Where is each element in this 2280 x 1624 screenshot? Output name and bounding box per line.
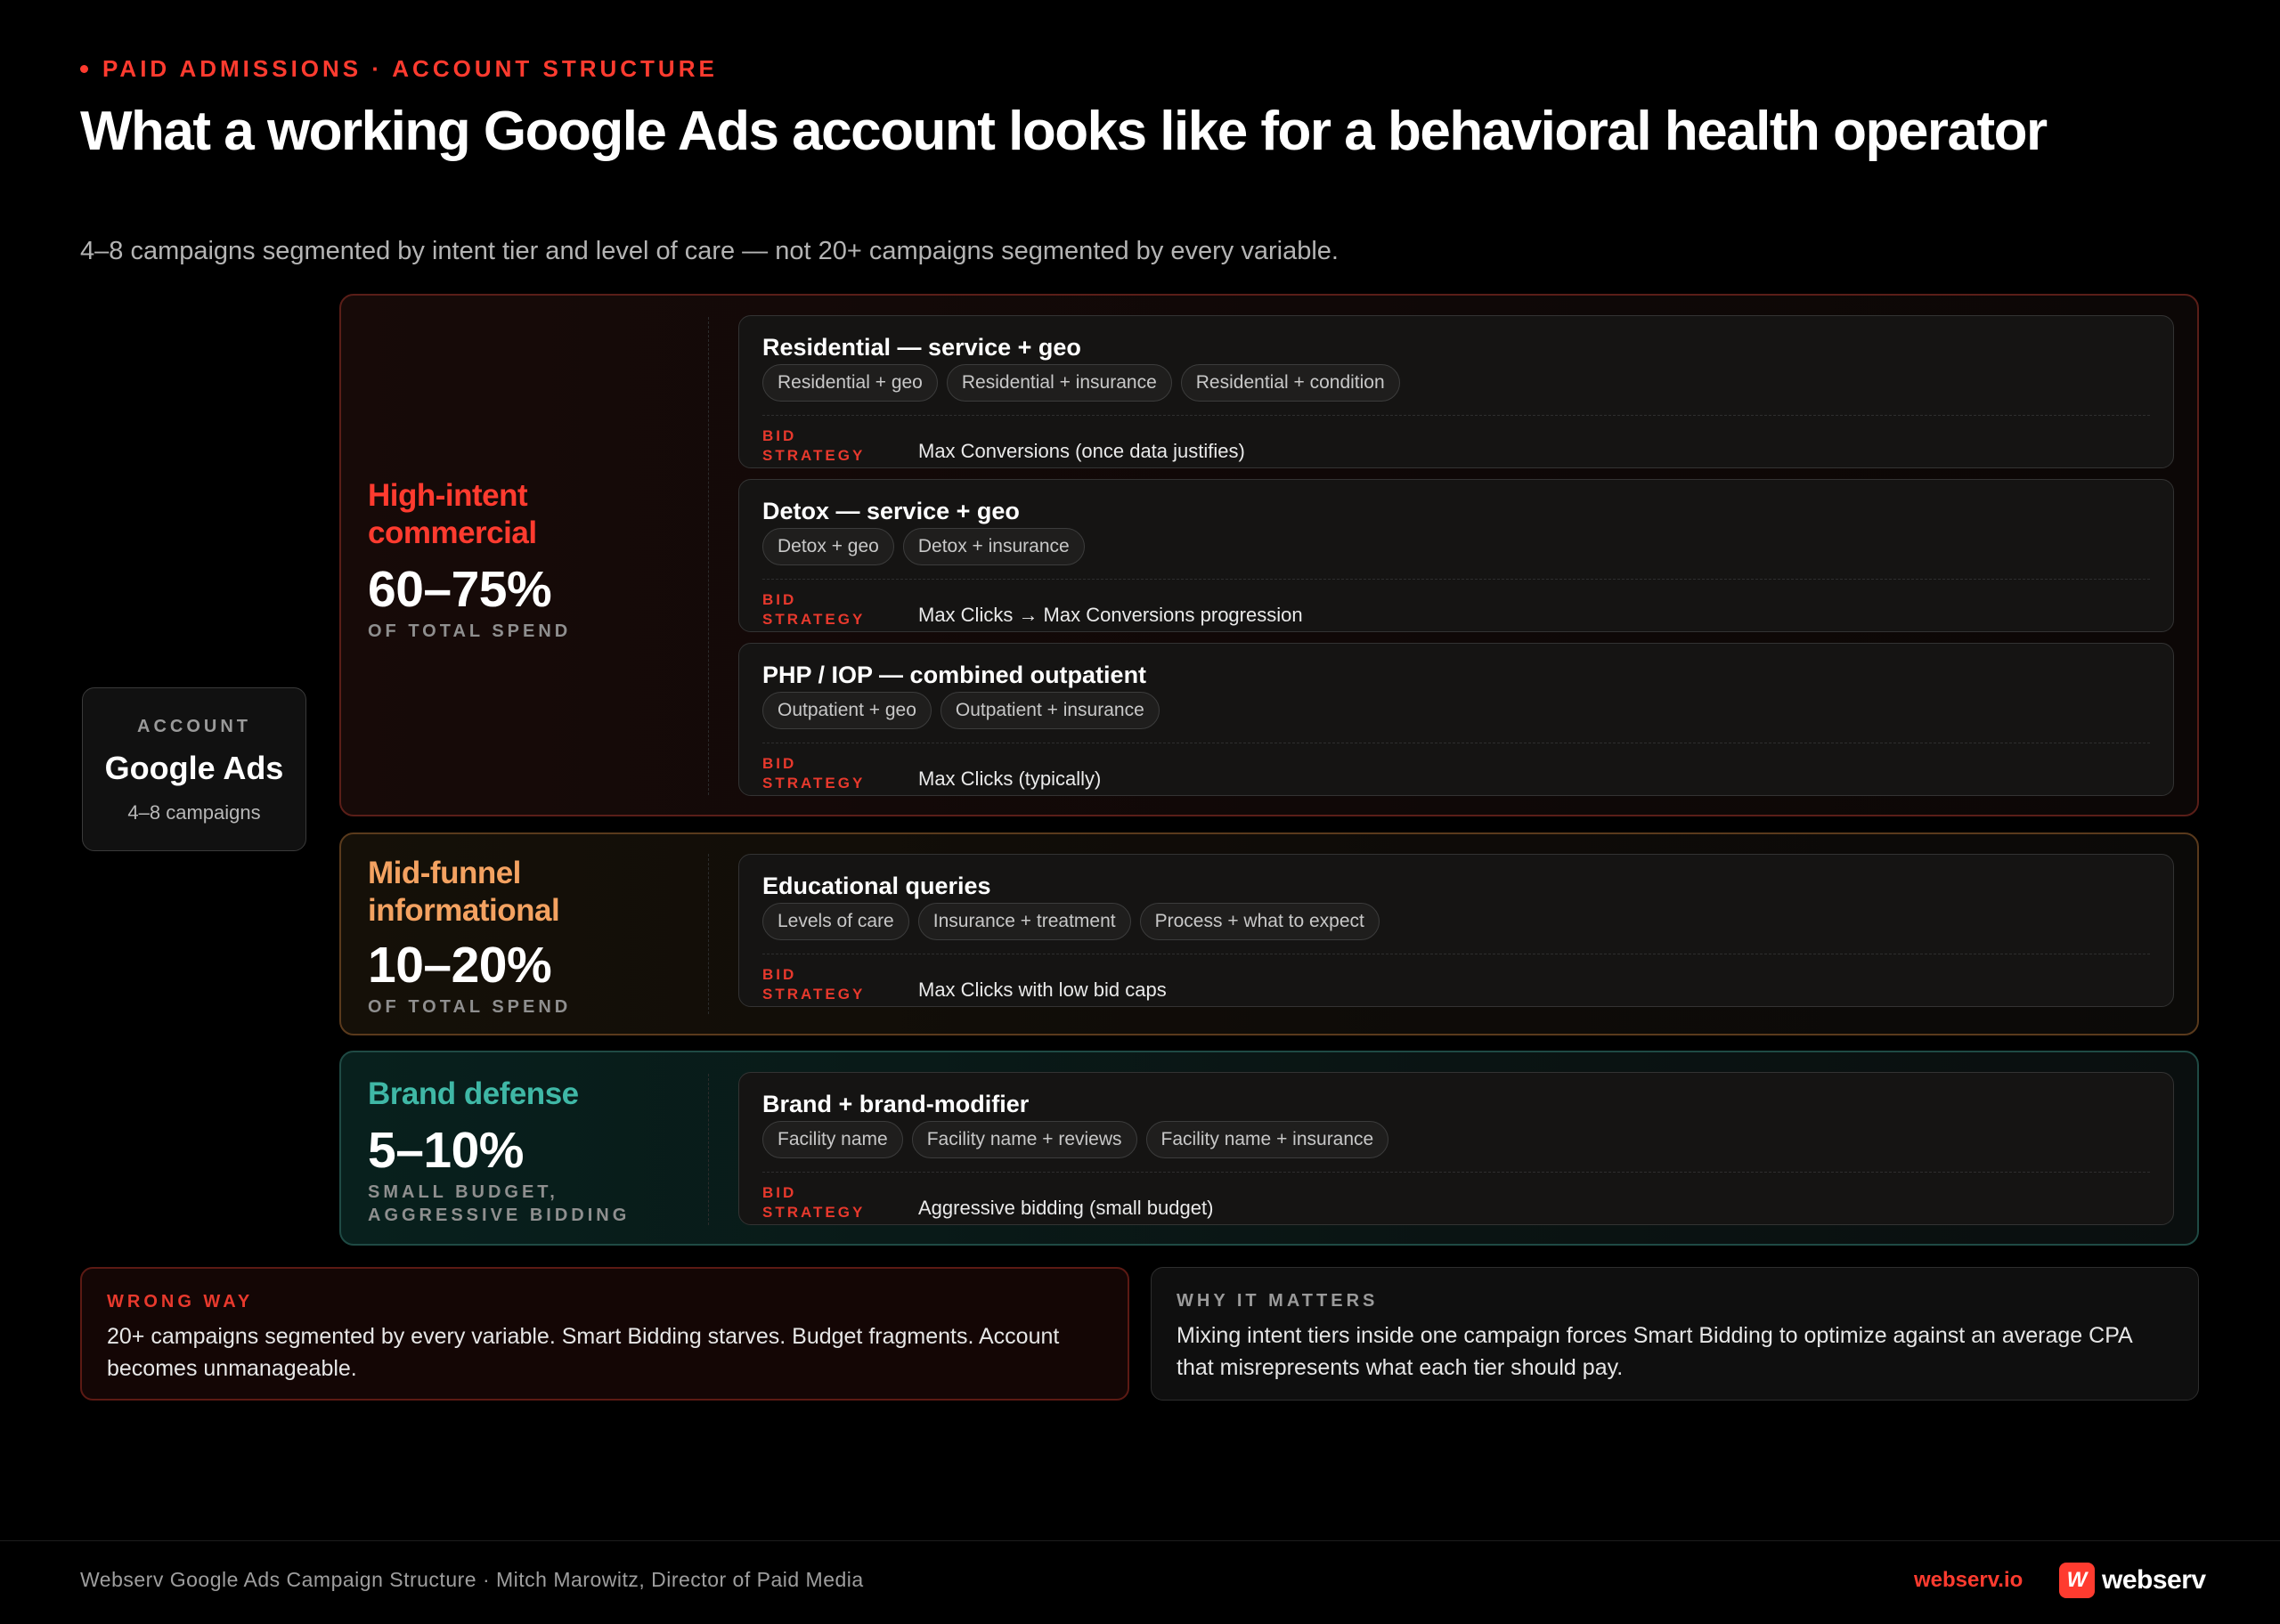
ad-group-chips: Outpatient + geo Outpatient + insurance: [762, 692, 1160, 729]
ad-group-chip[interactable]: Detox + insurance: [902, 528, 1085, 565]
webserv-logo: W webserv: [2059, 1563, 2206, 1598]
ad-group-chip[interactable]: Insurance + treatment: [917, 903, 1131, 940]
bid-strategy-value: Max Conversions (once data justifies): [918, 440, 1245, 462]
tier-spend-percent: 10–20%: [368, 937, 552, 994]
ad-group-chip[interactable]: Outpatient + insurance: [940, 692, 1160, 729]
tier-divider: [708, 317, 709, 795]
bid-label-line1: BID: [762, 427, 797, 444]
ad-group-chip[interactable]: Facility name + insurance: [1145, 1121, 1389, 1158]
campaign-divider: [762, 415, 2150, 416]
tier-name-line2: informational: [368, 893, 560, 928]
bid-strategy-label: BID STRATEGY: [762, 754, 865, 793]
bid-label-line1: BID: [762, 966, 797, 983]
bid-label-line2: STRATEGY: [762, 775, 866, 792]
bid-strategy-label: BID STRATEGY: [762, 426, 865, 466]
bid-label-line2: STRATEGY: [762, 1204, 866, 1221]
tier-name: Mid-funnel informational: [368, 855, 706, 930]
page-title: What a working Google Ads account looks …: [80, 101, 2048, 162]
why-it-matters-text: Mixing intent tiers inside one campaign …: [1177, 1323, 2132, 1380]
page-subtitle: 4–8 campaigns segmented by intent tier a…: [80, 237, 1339, 265]
campaign-name: Brand + brand-modifier: [762, 1091, 1030, 1117]
ad-group-chip[interactable]: Facility name: [762, 1121, 903, 1158]
account-name: Google Ads: [104, 750, 284, 786]
bid-strategy-value: Aggressive bidding (small budget): [918, 1197, 1214, 1219]
wrong-way-callout: WRONG WAY 20+ campaigns segmented by eve…: [80, 1267, 1129, 1401]
ad-group-chips: Levels of care Insurance + treatment Pro…: [762, 903, 1380, 940]
tier-mid-funnel: Mid-funnel informational 10–20% OF TOTAL…: [339, 832, 2199, 1035]
campaign-name: Educational queries: [762, 873, 991, 899]
bid-strategy-value: Max Clicks with low bid caps: [918, 978, 1167, 1001]
tier-name: Brand defense: [368, 1076, 579, 1111]
campaign-name: PHP / IOP — combined outpatient: [762, 662, 1147, 688]
bid-label-line1: BID: [762, 1184, 797, 1201]
campaign-divider: [762, 1172, 2150, 1173]
bid-label-line1: BID: [762, 591, 797, 608]
wrong-way-text: 20+ campaigns segmented by every variabl…: [107, 1324, 1060, 1381]
ad-group-chip[interactable]: Residential + condition: [1180, 364, 1400, 402]
ad-group-chips: Facility name Facility name + reviews Fa…: [762, 1121, 1389, 1158]
campaign-name: Residential — service + geo: [762, 334, 1081, 361]
ad-group-chip[interactable]: Levels of care: [762, 903, 909, 940]
campaign-card[interactable]: Residential — service + geo Residential …: [738, 315, 2174, 468]
tier-divider: [708, 854, 709, 1014]
wrong-way-label: WRONG WAY: [107, 1292, 254, 1311]
tier-spend-note: OF TOTAL SPEND: [368, 621, 572, 641]
campaign-name: Detox — service + geo: [762, 498, 1020, 524]
ad-group-chip[interactable]: Detox + geo: [762, 528, 894, 565]
bid-strategy-label: BID STRATEGY: [762, 965, 865, 1004]
ad-group-chips: Residential + geo Residential + insuranc…: [762, 364, 1400, 402]
tier-name: High-intent commercial: [368, 477, 706, 552]
bid-strategy-label: BID STRATEGY: [762, 590, 865, 629]
tier-info: Mid-funnel informational 10–20% OF TOTAL…: [368, 855, 706, 1019]
tier-info: High-intent commercial 60–75% OF TOTAL S…: [368, 477, 706, 643]
tier-name-line1: High-intent: [368, 478, 528, 513]
eyebrow-text: PAID ADMISSIONS · ACCOUNT STRUCTURE: [102, 55, 718, 82]
eyebrow: PAID ADMISSIONS · ACCOUNT STRUCTURE: [80, 55, 718, 83]
bid-strategy-label: BID STRATEGY: [762, 1183, 865, 1222]
bid-label-line2: STRATEGY: [762, 611, 866, 628]
bid-strategy-value: Max Clicks (typically): [918, 767, 1102, 790]
tier-info: Brand defense 5–10% SMALL BUDGET, AGGRES…: [368, 1076, 724, 1227]
ad-group-chips: Detox + geo Detox + insurance: [762, 528, 1085, 565]
bid-strategy-value: Max Clicks → Max Conversions progression: [918, 604, 1303, 626]
tier-spend-note: SMALL BUDGET, AGGRESSIVE BIDDING: [368, 1182, 631, 1225]
tier-brand-defense: Brand defense 5–10% SMALL BUDGET, AGGRES…: [339, 1051, 2199, 1246]
bid-label-line2: STRATEGY: [762, 447, 866, 464]
webserv-logo-wordmark: webserv: [2102, 1565, 2206, 1595]
campaign-card[interactable]: Brand + brand-modifier Facility name Fac…: [738, 1072, 2174, 1225]
bid-label-line1: BID: [762, 755, 797, 772]
account-node: ACCOUNT Google Ads 4–8 campaigns: [82, 687, 306, 851]
eyebrow-dot: [80, 65, 88, 73]
why-it-matters-label: WHY IT MATTERS: [1177, 1291, 1379, 1311]
campaign-divider: [762, 579, 2150, 580]
account-label: ACCOUNT: [137, 717, 251, 736]
webserv-logo-icon: W: [2059, 1563, 2095, 1598]
tier-spend-note: OF TOTAL SPEND: [368, 997, 572, 1017]
tier-name-line2: commercial: [368, 516, 537, 550]
why-it-matters-callout: WHY IT MATTERS Mixing intent tiers insid…: [1151, 1267, 2199, 1401]
tier-spend-percent: 60–75%: [368, 561, 552, 618]
account-campaign-count: 4–8 campaigns: [127, 801, 261, 824]
bid-label-line2: STRATEGY: [762, 986, 866, 1003]
ad-group-chip[interactable]: Residential + insurance: [946, 364, 1172, 402]
campaign-card[interactable]: PHP / IOP — combined outpatient Outpatie…: [738, 643, 2174, 796]
ad-group-chip[interactable]: Outpatient + geo: [762, 692, 932, 729]
footer-credit: Webserv Google Ads Campaign Structure · …: [80, 1568, 864, 1591]
ad-group-chip[interactable]: Residential + geo: [762, 364, 938, 402]
tier-high-intent: High-intent commercial 60–75% OF TOTAL S…: [339, 294, 2199, 816]
footer: Webserv Google Ads Campaign Structure · …: [0, 1540, 2280, 1624]
tier-divider: [708, 1074, 709, 1225]
campaign-card[interactable]: Educational queries Levels of care Insur…: [738, 854, 2174, 1007]
footer-url-link[interactable]: webserv.io: [1914, 1568, 2024, 1592]
ad-group-chip[interactable]: Process + what to expect: [1139, 903, 1380, 940]
tier-spend-percent: 5–10%: [368, 1122, 525, 1179]
campaign-card[interactable]: Detox — service + geo Detox + geo Detox …: [738, 479, 2174, 632]
ad-group-chip[interactable]: Facility name + reviews: [911, 1121, 1137, 1158]
tier-name-line1: Mid-funnel: [368, 856, 521, 890]
